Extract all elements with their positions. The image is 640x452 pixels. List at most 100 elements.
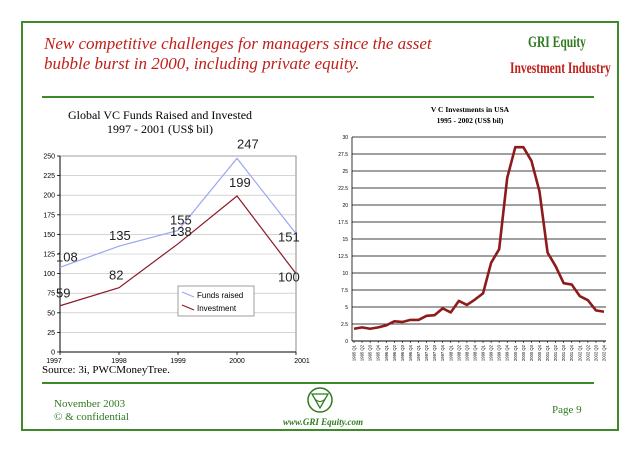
right-series-line (353, 145, 605, 331)
right-x-tick-label: 1996 Q4 (408, 344, 413, 361)
right-x-tick-label: 1997 Q1 (416, 344, 421, 361)
right-y-tick-label: 25 (342, 169, 348, 175)
page-number: Page 9 (552, 404, 582, 416)
left-legend-label: Investment (197, 304, 237, 313)
footer-rule (42, 382, 594, 384)
left-chart-title-line1: Global VC Funds Raised and Invested (67, 108, 253, 122)
left-y-tick-label: 25 (47, 330, 55, 337)
right-x-tick-label: 1995 Q1 (352, 344, 357, 361)
right-x-tick-label: 1998 Q3 (464, 344, 469, 361)
left-data-label: 247 (237, 136, 259, 151)
right-x-tick-label: 2001 Q1 (545, 344, 550, 361)
right-x-tick-label: 2002 Q3 (593, 344, 598, 361)
left-legend (177, 285, 255, 317)
logo-investment-industry: Investment Industry (510, 60, 611, 77)
right-x-tick-label: 2001 Q4 (569, 344, 574, 361)
left-data-label: 151 (278, 230, 300, 245)
gri-emblem-icon (307, 387, 333, 413)
right-x-tick-label: 1999 Q2 (489, 344, 494, 361)
left-series-line-funds-raised (59, 157, 297, 268)
left-y-tick-label: 100 (43, 271, 55, 278)
right-x-tick-label: 1997 Q3 (432, 344, 437, 361)
right-y-tick-label: 15 (342, 237, 348, 243)
left-y-tick-label: 225 (43, 173, 55, 180)
right-y-tick-label: 0 (345, 339, 348, 345)
left-x-tick-label: 2001 (294, 358, 310, 365)
left-data-label: 100 (278, 270, 300, 285)
right-x-tick-label: 2001 Q2 (553, 344, 558, 361)
left-legend-label: Funds raised (197, 291, 243, 300)
left-x-tick-label: 1997 (46, 358, 62, 365)
left-data-label: 59 (56, 286, 70, 301)
right-x-tick-label: 2000 Q3 (529, 344, 534, 361)
right-x-tick-label: 1997 Q2 (424, 344, 429, 361)
right-x-tick-label: 2000 Q2 (521, 344, 526, 361)
right-x-tick-label: 1998 Q4 (472, 344, 477, 361)
right-x-tick-label: 1999 Q4 (505, 344, 510, 361)
right-x-tick-label: 1996 Q3 (400, 344, 405, 361)
right-x-tick-label: 2002 Q4 (602, 344, 607, 361)
left-x-tick-label: 2000 (229, 358, 245, 365)
right-x-tick-label: 1996 Q1 (384, 344, 389, 361)
left-y-tick-label: 150 (43, 232, 55, 239)
right-y-tick-label: 20 (342, 203, 348, 209)
left-data-label: 199 (229, 175, 251, 190)
right-x-tick-label: 2001 Q3 (561, 344, 566, 361)
logo-gri-equity: GRI Equity (528, 34, 586, 51)
right-x-tick-label: 1997 Q4 (440, 344, 445, 361)
left-y-tick-label: 50 (47, 310, 55, 317)
right-x-tick-label: 1995 Q4 (376, 344, 381, 361)
header-rule (42, 96, 594, 98)
footer-left: November 2003 © & confidential (54, 398, 129, 424)
right-x-tick-label: 1995 Q3 (368, 344, 373, 361)
right-y-tick-label: 17.5 (338, 220, 348, 226)
right-y-tick-label: 2.5 (341, 322, 348, 328)
left-x-tick-label: 1998 (111, 358, 127, 365)
right-x-tick-label: 1999 Q1 (481, 344, 486, 361)
right-x-tick-label: 1999 Q3 (497, 344, 502, 361)
right-x-tick-label: 2002 Q2 (585, 344, 590, 361)
left-chart-title-line2: 1997 - 2001 (US$ bil) (107, 122, 213, 136)
source-note: Source: 3i, PWCMoneyTree. (42, 364, 170, 376)
right-x-tick-label: 1996 Q2 (392, 344, 397, 361)
footer-url[interactable]: www.GRI Equity.com (282, 417, 364, 427)
right-y-tick-label: 7.5 (341, 288, 348, 294)
right-y-tick-label: 27.5 (338, 152, 348, 158)
right-x-tick-label: 1998 Q2 (456, 344, 461, 361)
right-chart-title-line2: 1995 - 2002 (US$ bil) (436, 116, 504, 125)
left-data-label: 135 (109, 228, 131, 243)
footer-date: November 2003 (54, 398, 126, 410)
right-chart-title: V C Investments in USA 1995 - 2002 (US$ … (360, 104, 580, 126)
slide-title: New competitive challenges for managers … (44, 34, 432, 73)
left-series-line-investment (59, 195, 297, 307)
left-data-label: 138 (170, 224, 192, 239)
right-y-tick-label: 22.5 (338, 186, 348, 192)
right-y-tick-label: 5 (345, 305, 348, 311)
left-chart-title: Global VC Funds Raised and Invested 1997… (40, 108, 280, 136)
footer-confidential: © & confidential (54, 411, 129, 423)
right-y-tick-label: 10 (342, 271, 348, 277)
right-x-tick-label: 1998 Q1 (448, 344, 453, 361)
left-legend-swatch (181, 304, 195, 311)
left-legend-swatch (181, 291, 195, 298)
right-x-tick-label: 2000 Q4 (537, 344, 542, 361)
left-x-tick-label: 1999 (170, 358, 186, 365)
right-x-tick-label: 2000 Q1 (513, 344, 518, 361)
left-data-label: 82 (109, 268, 123, 283)
right-x-tick-label: 1995 Q2 (360, 344, 365, 361)
left-y-tick-label: 250 (43, 154, 55, 161)
left-y-tick-label: 175 (43, 212, 55, 219)
left-y-tick-label: 200 (43, 193, 55, 200)
left-y-tick-label: 125 (43, 252, 55, 259)
right-chart-title-line1: V C Investments in USA (430, 105, 510, 114)
left-y-tick-label: 0 (51, 350, 55, 357)
slide-frame (21, 21, 619, 431)
right-y-tick-label: 30 (342, 135, 348, 141)
left-data-label: 155 (170, 212, 192, 227)
left-data-label: 108 (56, 249, 78, 264)
right-y-tick-label: 12.5 (338, 254, 348, 260)
right-x-tick-label: 2002 Q1 (577, 344, 582, 361)
left-y-tick-label: 75 (47, 291, 55, 298)
